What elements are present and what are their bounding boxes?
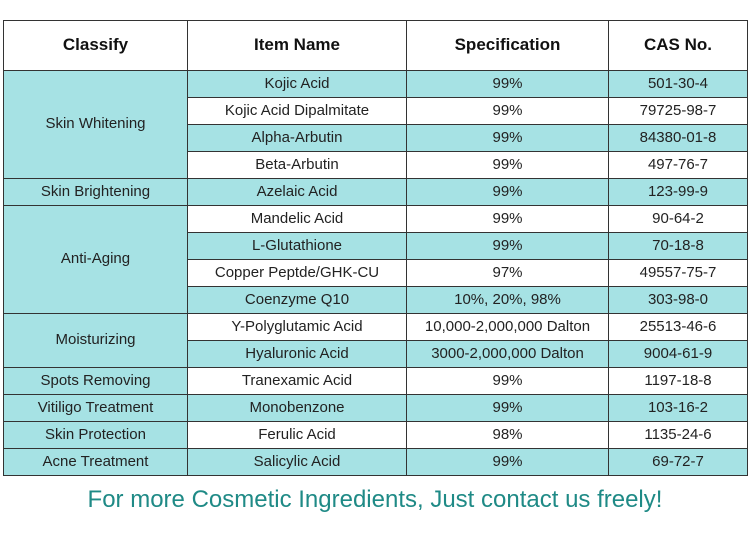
header-specification: Specification bbox=[406, 20, 609, 71]
classify-cell: Skin Protection bbox=[3, 421, 188, 449]
cas-no-cell: 1197-18-8 bbox=[608, 367, 748, 395]
item-name-cell: L-Glutathione bbox=[187, 232, 407, 260]
table-row: Beta-Arbutin 99% 497-76-7 bbox=[4, 151, 748, 179]
cas-no-cell: 103-16-2 bbox=[608, 394, 748, 422]
specification-cell: 3000-2,000,000 Dalton bbox=[406, 340, 609, 368]
cas-no-cell: 1135-24-6 bbox=[608, 421, 748, 449]
cas-no-cell: 90-64-2 bbox=[608, 205, 748, 233]
table-row: Vitiligo Treatment Monobenzone 99% 103-16-2 bbox=[3, 394, 748, 422]
specification-cell: 99% bbox=[406, 205, 609, 233]
specification-cell: 97% bbox=[406, 259, 609, 287]
table-row: Moisturizing Y-Polyglutamic Acid 10,000-2,… bbox=[3, 313, 748, 368]
item-name-cell: Hyaluronic Acid bbox=[187, 340, 407, 368]
table-row: Copper Peptde/GHK-CU 97% 49557-75-7 bbox=[4, 259, 748, 287]
item-name-cell: Salicylic Acid bbox=[187, 448, 407, 476]
item-name-cell: Beta-Arbutin bbox=[187, 151, 407, 179]
classify-cell: Skin Whitening bbox=[3, 70, 188, 179]
cas-no-cell: 9004-61-9 bbox=[608, 340, 748, 368]
item-name-cell: Coenzyme Q10 bbox=[187, 286, 407, 314]
classify-cell: Skin Brightening bbox=[3, 178, 188, 206]
specification-cell: 99% bbox=[406, 367, 609, 395]
table-row: Hyaluronic Acid 3000-2,000,000 Dalton 9004… bbox=[4, 340, 748, 368]
specification-cell: 99% bbox=[406, 232, 609, 260]
table-row: Anti-Aging Mandelic Acid 99% 90-64-2 bbox=[3, 205, 748, 314]
classify-cell: Acne Treatment bbox=[3, 448, 188, 476]
item-name-cell: Azelaic Acid bbox=[187, 178, 407, 206]
header-classify: Classify bbox=[3, 20, 188, 71]
classify-cell: Anti-Aging bbox=[3, 205, 188, 314]
item-name-cell: Kojic Acid bbox=[187, 70, 407, 98]
cas-no-cell: 79725-98-7 bbox=[608, 97, 748, 125]
cas-no-cell: 84380-01-8 bbox=[608, 124, 748, 152]
item-name-cell: Ferulic Acid bbox=[187, 421, 407, 449]
header-item-name: Item Name bbox=[187, 20, 407, 71]
item-name-cell: Mandelic Acid bbox=[187, 205, 407, 233]
cas-no-cell: 497-76-7 bbox=[608, 151, 748, 179]
table-row: Kojic Acid Dipalmitate 99% 79725-98-7 bbox=[4, 97, 748, 125]
cas-no-cell: 123-99-9 bbox=[608, 178, 748, 206]
cas-no-cell: 70-18-8 bbox=[608, 232, 748, 260]
specification-cell: 99% bbox=[406, 97, 609, 125]
specification-cell: 10%, 20%, 98% bbox=[406, 286, 609, 314]
classify-cell: Moisturizing bbox=[3, 313, 188, 368]
cas-no-cell: 69-72-7 bbox=[608, 448, 748, 476]
cas-no-cell: 303-98-0 bbox=[608, 286, 748, 314]
cas-no-cell: 49557-75-7 bbox=[608, 259, 748, 287]
table-row: Alpha-Arbutin 99% 84380-01-8 bbox=[4, 124, 748, 152]
specification-cell: 10,000-2,000,000 Dalton bbox=[406, 313, 609, 341]
table-header-row: Classify Item Name Specification CAS No. bbox=[3, 20, 748, 71]
specification-cell: 99% bbox=[406, 178, 609, 206]
item-name-cell: Y-Polyglutamic Acid bbox=[187, 313, 407, 341]
cas-no-cell: 501-30-4 bbox=[608, 70, 748, 98]
cas-no-cell: 25513-46-6 bbox=[608, 313, 748, 341]
specification-cell: 99% bbox=[406, 70, 609, 98]
table-row: L-Glutathione 99% 70-18-8 bbox=[4, 232, 748, 260]
classify-cell: Spots Removing bbox=[3, 367, 188, 395]
table-row: Skin Whitening Kojic Acid 99% 501-30-4 bbox=[3, 70, 748, 179]
ingredients-table: Classify Item Name Specification CAS No.… bbox=[3, 20, 748, 476]
item-name-cell: Alpha-Arbutin bbox=[187, 124, 407, 152]
ingredients-table-container: Classify Item Name Specification CAS No.… bbox=[3, 20, 748, 476]
specification-cell: 99% bbox=[406, 151, 609, 179]
table-row: Skin Protection Ferulic Acid 98% 1135-24-6 bbox=[3, 421, 748, 449]
contact-footer: For more Cosmetic Ingredients, Just cont… bbox=[87, 486, 663, 513]
item-name-cell: Tranexamic Acid bbox=[187, 367, 407, 395]
specification-cell: 98% bbox=[406, 421, 609, 449]
specification-cell: 99% bbox=[406, 394, 609, 422]
specification-cell: 99% bbox=[406, 448, 609, 476]
table-body: Skin Whitening Kojic Acid 99% 501-30-4 Kojic… bbox=[3, 70, 748, 476]
header-cas-no: CAS No. bbox=[608, 20, 748, 71]
table-row: Acne Treatment Salicylic Acid 99% 69-72-7 bbox=[3, 448, 748, 476]
item-name-cell: Copper Peptde/GHK-CU bbox=[187, 259, 407, 287]
item-name-cell: Kojic Acid Dipalmitate bbox=[187, 97, 407, 125]
classify-cell: Vitiligo Treatment bbox=[3, 394, 188, 422]
item-name-cell: Monobenzone bbox=[187, 394, 407, 422]
specification-cell: 99% bbox=[406, 124, 609, 152]
table-row: Skin Brightening Azelaic Acid 99% 123-99-9 bbox=[3, 178, 748, 206]
table-row: Spots Removing Tranexamic Acid 99% 1197-18-… bbox=[3, 367, 748, 395]
